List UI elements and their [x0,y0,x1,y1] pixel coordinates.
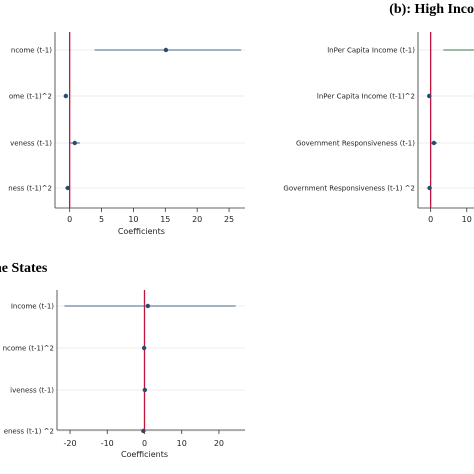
panel-title: (b): High Inco [389,2,474,17]
row-label: lnPer Capita Income (t-1) [327,47,415,55]
row-label: lnPer Capita Income (t-1)^2 [317,93,415,101]
x-tick-label: 10 [128,215,138,224]
point-estimate [63,93,69,99]
point-estimate [431,140,437,146]
point-estimate [72,140,77,146]
x-tick-label: -10 [101,439,114,448]
point-estimate [145,303,151,309]
x-axis-title: Coefficients [118,227,165,236]
row-label: veness (t-1) [10,140,52,148]
x-tick-label: 15 [160,215,170,224]
row-label: Government Responsiveness (t-1) [296,140,415,148]
row-label: eness (t-1) ^2 [4,428,54,436]
row-label: ness (t-1)^2 [8,185,52,193]
point-estimate [142,387,148,393]
panel-1: 0 5 10 15 20 25 Coefficients ncome (t-1) ome (t-… [8,32,245,236]
x-tick-label: 20 [192,215,202,224]
x-tick-label: 25 [224,215,234,224]
x-tick-label: 20 [214,439,224,448]
point-estimate [65,185,70,191]
x-tick-label: 0 [428,215,433,224]
x-tick-label: 10 [462,215,472,224]
panel-title: ne States [0,261,48,276]
x-tick-label: 10 [177,439,187,448]
row-label: Government Responsiveness (t-1) ^2 [283,185,415,193]
x-tick-label: 5 [99,215,104,224]
row-label: iveness (t-1) [10,387,54,395]
point-estimate [141,345,147,351]
row-label: ncome (t-1)^2 [3,345,54,353]
point-estimate [427,185,432,191]
panel-3: ne States -20 -10 0 10 20 Coefficients Income (… [0,261,245,459]
x-tick-label: -20 [63,439,76,448]
row-label: ncome (t-1) [11,47,52,55]
row-label: ome (t-1)^2 [9,93,52,101]
point-estimate [141,428,146,434]
point-estimate [163,47,169,53]
point-estimate [427,93,432,99]
x-axis-title: Coefficients [121,450,168,459]
x-tick-label: 0 [142,439,147,448]
row-label: Income (t-1) [11,303,54,311]
x-tick-label: 0 [67,215,72,224]
panel-2: (b): High Inco 0 10 lnPer Capita Income (t-… [283,2,474,224]
